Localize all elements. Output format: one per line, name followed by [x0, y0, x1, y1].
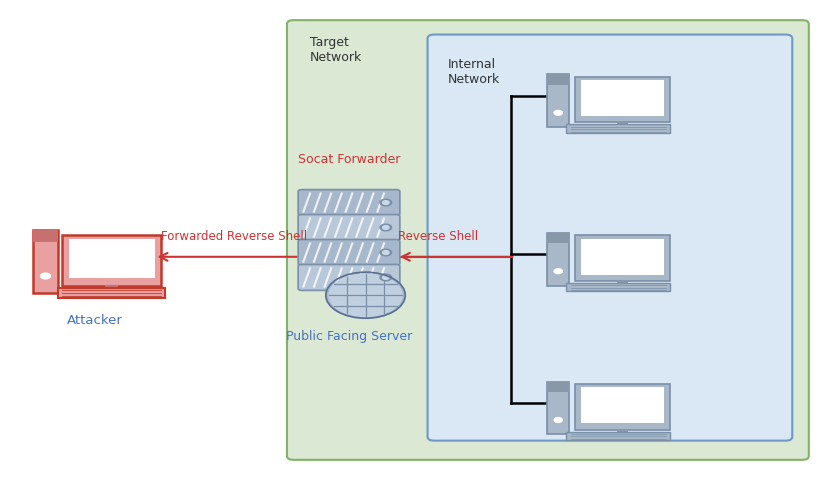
- Circle shape: [380, 249, 391, 256]
- Text: Public Facing Server: Public Facing Server: [286, 330, 412, 343]
- FancyBboxPatch shape: [566, 432, 670, 440]
- FancyBboxPatch shape: [547, 74, 569, 127]
- Text: Reverse Shell: Reverse Shell: [399, 230, 478, 243]
- Circle shape: [382, 276, 389, 279]
- FancyBboxPatch shape: [58, 288, 165, 298]
- FancyBboxPatch shape: [581, 387, 664, 423]
- FancyBboxPatch shape: [547, 382, 569, 434]
- FancyBboxPatch shape: [547, 233, 569, 286]
- FancyBboxPatch shape: [62, 235, 161, 286]
- FancyBboxPatch shape: [575, 235, 670, 281]
- FancyBboxPatch shape: [616, 121, 629, 126]
- FancyBboxPatch shape: [105, 285, 118, 290]
- FancyBboxPatch shape: [287, 20, 809, 460]
- FancyBboxPatch shape: [581, 239, 664, 275]
- FancyBboxPatch shape: [298, 190, 399, 216]
- FancyBboxPatch shape: [298, 264, 399, 290]
- FancyBboxPatch shape: [547, 382, 569, 392]
- Circle shape: [380, 274, 391, 281]
- Circle shape: [380, 199, 391, 206]
- Text: Target
Network: Target Network: [310, 36, 362, 64]
- FancyBboxPatch shape: [616, 280, 629, 285]
- FancyBboxPatch shape: [581, 80, 664, 116]
- FancyBboxPatch shape: [33, 230, 58, 293]
- Circle shape: [41, 273, 50, 279]
- FancyBboxPatch shape: [547, 233, 569, 243]
- Circle shape: [554, 269, 562, 274]
- FancyBboxPatch shape: [298, 215, 399, 240]
- Circle shape: [382, 226, 389, 229]
- FancyBboxPatch shape: [298, 240, 399, 265]
- FancyBboxPatch shape: [428, 35, 792, 441]
- FancyBboxPatch shape: [33, 230, 58, 242]
- Text: Forwarded Reverse Shell: Forwarded Reverse Shell: [161, 230, 308, 243]
- FancyBboxPatch shape: [547, 74, 569, 85]
- FancyBboxPatch shape: [575, 77, 670, 122]
- Text: Attacker: Attacker: [67, 314, 123, 327]
- FancyBboxPatch shape: [566, 124, 670, 133]
- FancyBboxPatch shape: [575, 384, 670, 430]
- Circle shape: [329, 274, 402, 316]
- FancyBboxPatch shape: [69, 239, 155, 278]
- Circle shape: [382, 201, 389, 204]
- FancyBboxPatch shape: [566, 283, 670, 291]
- Text: Socat Forwarder: Socat Forwarder: [298, 153, 400, 166]
- Circle shape: [382, 251, 389, 254]
- Text: Internal
Network: Internal Network: [448, 58, 500, 85]
- FancyBboxPatch shape: [616, 429, 629, 433]
- Circle shape: [554, 418, 562, 422]
- Circle shape: [554, 110, 562, 115]
- Circle shape: [326, 272, 405, 318]
- Circle shape: [380, 224, 391, 231]
